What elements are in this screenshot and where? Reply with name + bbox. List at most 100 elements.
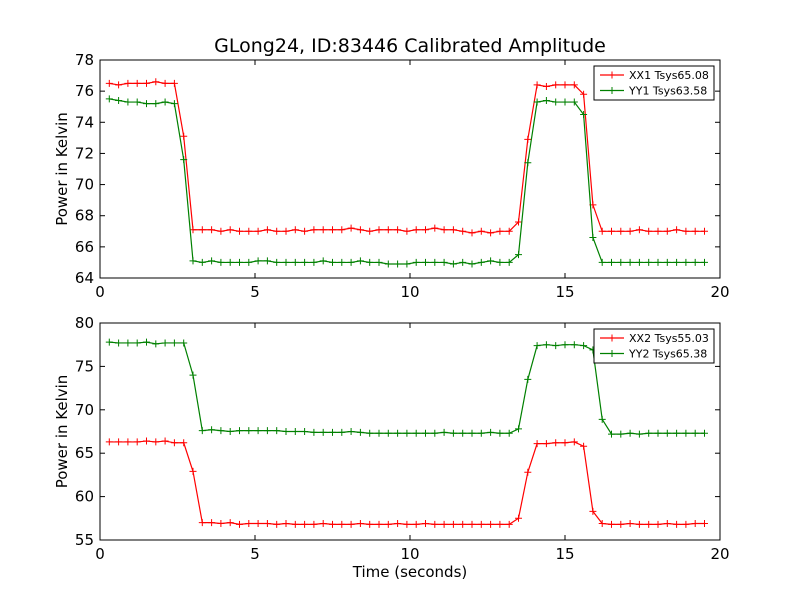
data-point [375,520,383,528]
data-point [663,520,671,528]
data-point [347,224,355,232]
x-tick-label: 15 [555,545,574,563]
data-point [412,520,420,528]
x-tick-label: 10 [400,545,419,563]
data-point [440,258,448,266]
data-point [124,98,132,106]
data-point [319,257,327,265]
y-tick-label: 55 [75,531,94,549]
legend-label: XX1 Tsys65.08 [629,69,709,82]
data-point [133,79,141,87]
data-point [291,258,299,266]
data-point [440,428,448,436]
data-point [570,98,578,106]
data-point [561,341,569,349]
data-point [645,429,653,437]
data-point [189,371,197,379]
y-tick-label: 68 [75,207,94,225]
data-point [570,438,578,446]
data-point [152,340,160,348]
data-point [245,520,253,528]
legend: XX1 Tsys65.08 YY1 Tsys63.58 [593,65,715,101]
data-point [515,514,522,522]
data-point [180,339,188,347]
data-point [524,135,532,143]
data-point [236,227,243,235]
data-point [505,258,513,266]
data-point [152,438,160,446]
data-point [608,430,615,438]
x-tick-label: 20 [710,283,729,301]
data-point [533,98,541,106]
data-point [515,251,522,259]
data-point [124,438,132,446]
data-point [459,258,467,266]
data-point [273,427,281,435]
x-tick-label: 0 [95,283,105,301]
data-point [217,427,225,435]
legend-marker [608,71,616,79]
data-point [208,257,216,265]
data-point [347,258,355,266]
data-point [515,425,522,433]
data-point [189,257,197,265]
data-point [654,520,662,528]
y-tick-label: 78 [75,51,94,69]
data-point [356,226,364,234]
data-point [468,260,476,268]
data-point [356,257,364,265]
data-point [552,98,560,106]
data-point [673,226,681,234]
legend-item: YY2 Tsys65.38 [600,348,707,361]
data-point [273,227,281,235]
data-point [598,415,606,423]
legend-marker [608,87,616,94]
x-tick-label: 5 [250,283,260,301]
data-point [673,520,681,528]
data-point [384,520,392,528]
data-point [487,257,495,265]
data-point [431,224,439,232]
data-point [524,159,532,167]
data-point [561,98,569,106]
data-point [161,339,169,347]
data-point [356,520,364,528]
x-axis-label: Time (seconds) [352,563,468,581]
data-point [133,98,141,106]
data-point [412,226,420,234]
data-point [263,520,271,528]
data-point [635,258,643,266]
data-point [422,429,429,437]
data-point [254,427,262,435]
data-point [645,520,653,528]
data-point [468,229,476,237]
subplots: 0 5 10 15 20 64 66 68 70 72 74 76 78 Power in Kelvin X… [53,51,730,581]
data-point [282,520,290,528]
data-point [347,428,355,435]
data-point [170,79,178,87]
data-point [170,100,178,108]
data-point [570,81,578,89]
y-tick-label: 80 [75,314,94,332]
data-point [412,258,420,266]
data-point [412,429,420,437]
data-point [143,100,150,108]
data-point [347,520,355,528]
data-point [282,258,290,266]
data-point [236,520,243,528]
data-point [524,468,532,476]
data-point [449,226,457,234]
data-point [608,520,615,528]
data-point [161,437,169,445]
data-point [236,258,243,266]
y-tick-label: 70 [75,401,94,419]
data-point [366,258,374,266]
data-point [533,342,541,350]
data-point [468,520,476,528]
data-point [477,429,485,437]
data-point [431,520,439,528]
data-point [617,258,625,266]
data-point [152,78,160,86]
data-point [254,227,262,235]
data-point [366,227,374,235]
